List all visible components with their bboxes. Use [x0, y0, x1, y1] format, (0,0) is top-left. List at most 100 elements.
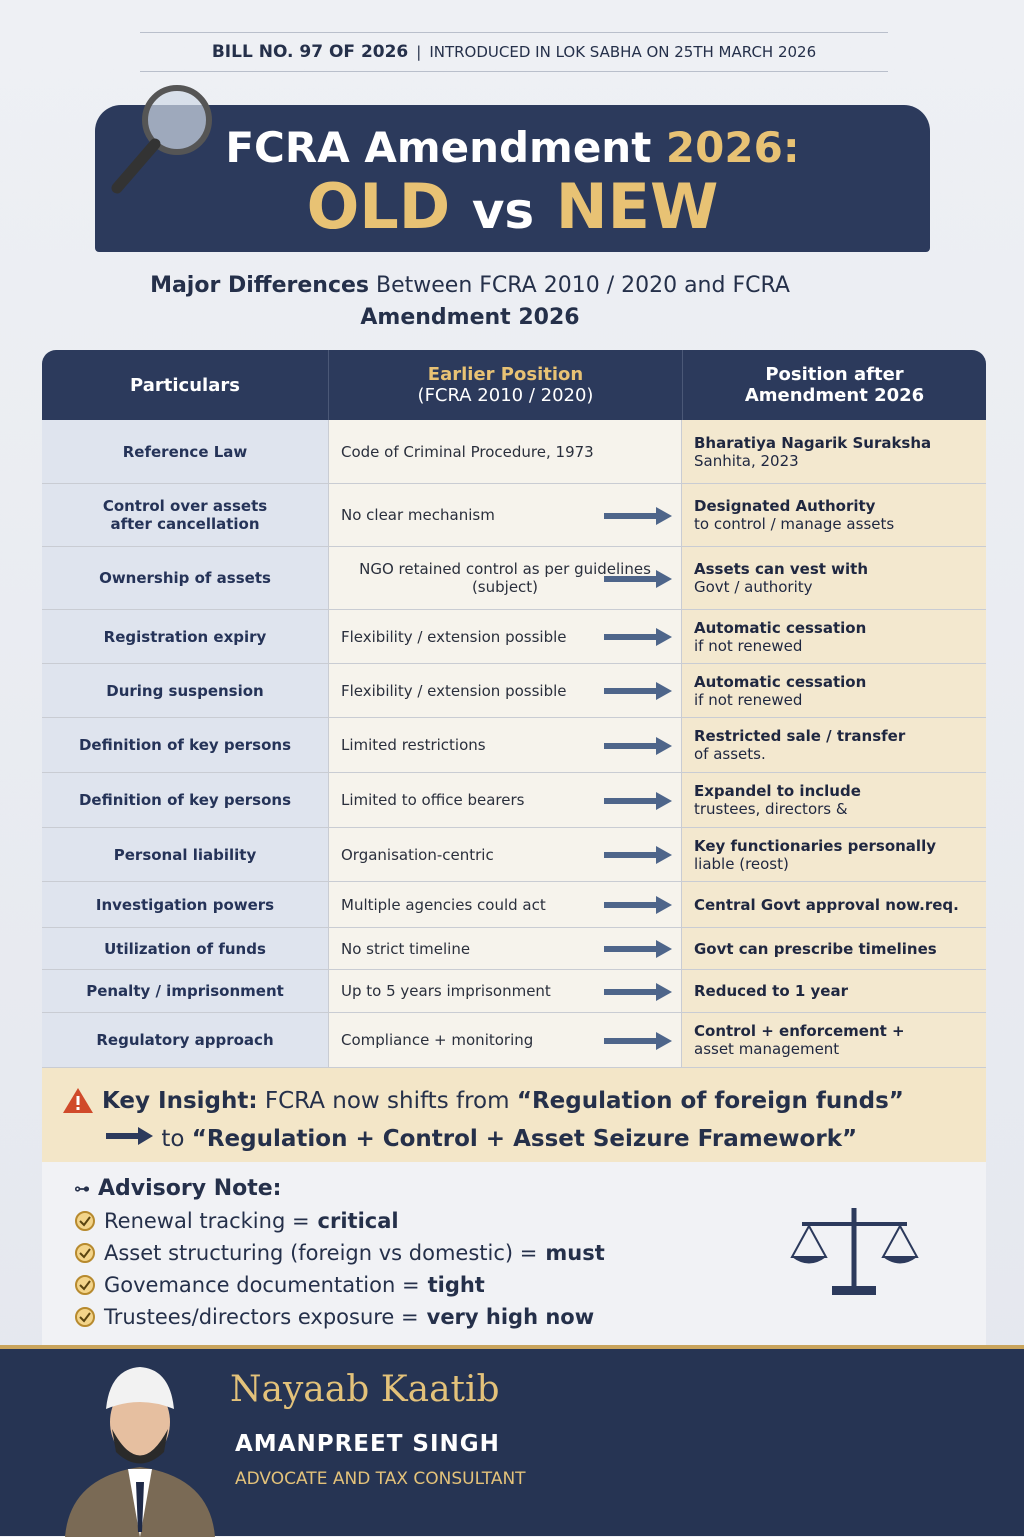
row-arrow: [604, 736, 672, 755]
title-line: FCRA Amendment 2026:: [95, 123, 930, 172]
subtitle-rest: Between FCRA 2010 / 2020 and FCRA: [376, 273, 790, 298]
insight-from: “Regulation of foreign funds”: [516, 1088, 904, 1114]
table-cell: Assets can vest with Govt / authority: [682, 547, 986, 610]
row-arrow: [604, 506, 672, 525]
warning-icon: [63, 1088, 93, 1113]
cell-text: if not renewed: [694, 636, 803, 655]
table-cell: Utilization of funds: [42, 928, 328, 970]
advisory-text: Asset structuring (foreign vs domestic) …: [104, 1241, 538, 1265]
cell-text: after cancellation: [110, 515, 260, 533]
table-cell: During suspension: [42, 664, 328, 718]
cell-text: if not renewed: [694, 690, 803, 709]
insight-to: to: [161, 1126, 185, 1152]
table-cell: Automatic cessation if not renewed: [682, 610, 986, 664]
check-icon: [75, 1307, 95, 1327]
insight-box: Key Insight: FCRA now shifts from “Regul…: [42, 1068, 986, 1162]
cell-text: Limited restrictions: [341, 736, 486, 754]
cell-text: Sanhita, 2023: [694, 451, 799, 470]
cell-text: Multiple agencies could act: [341, 895, 546, 914]
row-arrow: [604, 569, 672, 588]
advisory-emphasis: tight: [427, 1273, 485, 1297]
table-cell: Code of Criminal Procedure, 1973: [328, 420, 682, 484]
advisory-title: Advisory Note:: [98, 1176, 282, 1201]
cell-text: Up to 5 years imprisonment: [341, 982, 551, 1000]
cell-text: Personal liability: [113, 845, 257, 864]
advisory-items: Renewal tracking = critical Asset structur…: [74, 1209, 986, 1329]
cell-text: asset management: [694, 1040, 840, 1058]
cell-text: (subject): [471, 578, 539, 596]
advisory-box: ⊶ Advisory Note: Renewal tracking = critic…: [42, 1162, 986, 1345]
cell-text: Designated Authority: [694, 497, 876, 515]
cell-text: Compliance + monitoring: [341, 1031, 534, 1049]
separator: |: [416, 43, 422, 61]
advisory-emphasis: must: [545, 1241, 605, 1265]
check-icon: [75, 1275, 95, 1295]
title-compare: OLD vs NEW: [95, 172, 930, 246]
cell-text: Control over assets: [102, 497, 268, 515]
table-cell: Definition of key persons: [42, 718, 328, 773]
title-year: 2026:: [665, 123, 800, 172]
old: OLD: [306, 170, 451, 243]
table-cell: Automatic cessation if not renewed: [682, 664, 986, 718]
introduced: INTRODUCED IN LOK SABHA ON 25TH MARCH 20…: [429, 43, 817, 61]
table-cell: Regulatory approach: [42, 1013, 328, 1068]
footer: Nayaab Kaatib AMANPREET SINGH ADVOCATE A…: [0, 1345, 1024, 1537]
advisory-emphasis: very high now: [426, 1305, 595, 1329]
row-arrow: [604, 791, 672, 810]
cell-text: Assets can vest with: [694, 560, 868, 578]
insight-text: FCRA now shifts from: [264, 1088, 510, 1114]
header-sub: (FCRA 2010 / 2020): [417, 385, 594, 406]
cell-text: Expandel to include: [694, 782, 861, 800]
table-cell: Registration expiry: [42, 610, 328, 664]
cell-text: of assets.: [694, 745, 766, 763]
cell-text: Reduced to 1 year: [694, 982, 848, 1000]
table-cell: Reduced to 1 year: [682, 970, 986, 1013]
table-cell: Personal liability: [42, 828, 328, 882]
cell-text: No clear mechanism: [341, 506, 495, 524]
cell-text: Limited to office bearers: [341, 791, 525, 809]
row-arrow: [604, 1031, 672, 1050]
header-title: Position after: [765, 364, 904, 385]
cell-text: Reference Law: [122, 442, 248, 461]
table-cell: Central Govt approval now.req.: [682, 882, 986, 928]
new: NEW: [555, 170, 719, 243]
table-cell: Expandel to include trustees, directors &: [682, 773, 986, 828]
insight-line: Key Insight: FCRA now shifts from “Regul…: [102, 1082, 986, 1120]
table-cell: Restricted sale / transfer of assets.: [682, 718, 986, 773]
cell-text: to control / manage assets: [694, 515, 895, 533]
cell-text: Definition of key persons: [78, 736, 292, 754]
role: ADVOCATE AND TAX CONSULTANT: [235, 1469, 526, 1489]
table-cell: Ownership of assets: [42, 547, 328, 610]
advisory-item: Govemance documentation = tight: [74, 1273, 986, 1297]
table-cell: Govt can prescribe timelines: [682, 928, 986, 970]
cell-text: Govt / authority: [694, 578, 813, 596]
row-arrow: [604, 896, 672, 914]
advisory-item: Asset structuring (foreign vs domestic) …: [74, 1241, 986, 1265]
cell-text: Govt can prescribe timelines: [694, 939, 937, 958]
subtitle: Major Differences Between FCRA 2010 / 20…: [0, 270, 940, 334]
cell-text: Control + enforcement +: [694, 1022, 905, 1040]
advisory-text: Trustees/directors exposure =: [104, 1305, 419, 1329]
insight-target: “Regulation + Control + Asset Seizure Fr…: [191, 1126, 858, 1152]
cell-text: Restricted sale / transfer: [694, 727, 906, 745]
cell-text: No strict timeline: [341, 939, 471, 958]
subtitle-bold: Major Differences: [150, 273, 369, 298]
header-title: Particulars: [130, 374, 240, 396]
table-cell: Investigation powers: [42, 882, 328, 928]
row-arrow: [604, 982, 672, 1001]
table-cell: Reference Law: [42, 420, 328, 484]
scales-icon: [790, 1208, 919, 1295]
table-cell: Flexibility / extension possible: [328, 610, 682, 664]
cell-text: Utilization of funds: [104, 939, 266, 958]
table-cell: Designated Authority to control / manage …: [682, 484, 986, 547]
cell-text: Key functionaries personally: [694, 836, 936, 855]
header-cell: Particulars: [42, 350, 328, 420]
table-cell: Bharatiya Nagarik Suraksha Sanhita, 2023: [682, 420, 986, 484]
cell-text: Flexibility / extension possible: [341, 627, 567, 646]
row-arrow: [604, 846, 672, 864]
advisory-title-row: ⊶ Advisory Note:: [74, 1176, 282, 1201]
cell-text: Definition of key persons: [78, 791, 292, 809]
cell-text: Flexibility / extension possible: [341, 681, 567, 700]
table-cell: No strict timeline: [328, 928, 682, 970]
advisory-text: Renewal tracking =: [104, 1209, 310, 1233]
